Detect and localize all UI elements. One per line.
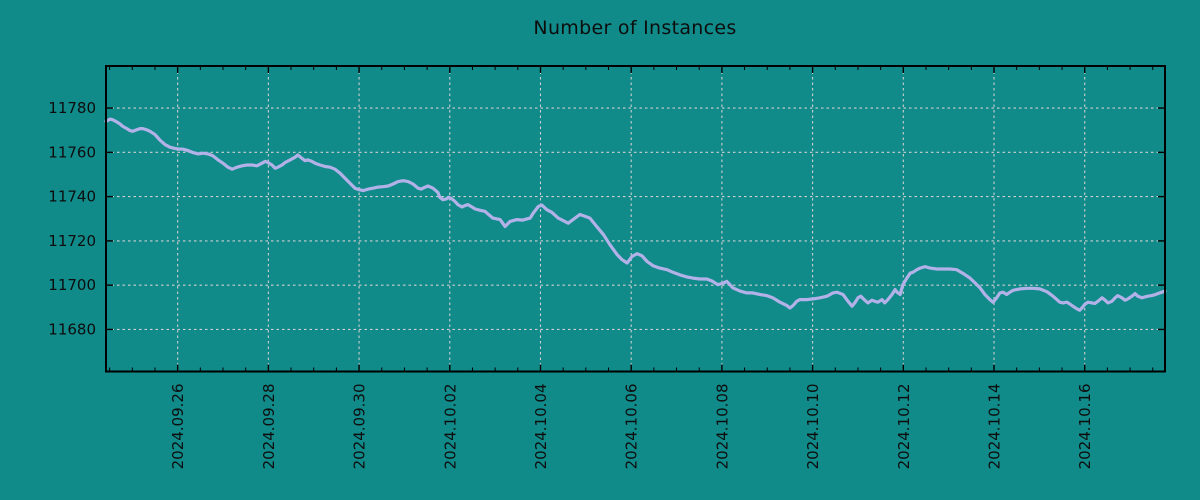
plot-background <box>106 66 1165 372</box>
x-tick-label: 2024.10.04 <box>532 384 550 470</box>
y-tick-label: 11740 <box>48 188 96 206</box>
x-tick-label: 2024.10.10 <box>804 384 822 470</box>
y-tick-label: 11720 <box>48 232 96 250</box>
x-tick-label: 2024.09.26 <box>169 384 187 470</box>
x-tick-label: 2024.10.16 <box>1076 384 1094 470</box>
y-tick-label: 11780 <box>48 99 96 117</box>
y-tick-label: 11680 <box>48 320 96 338</box>
data-line <box>104 117 1167 312</box>
plot-border <box>105 65 1166 373</box>
y-tick-label: 11760 <box>48 143 96 161</box>
x-tick-label: 2024.10.02 <box>441 384 459 470</box>
chart-title: Number of Instances <box>533 17 737 39</box>
x-tick-label: 2024.10.08 <box>713 384 731 470</box>
x-tick-label: 2024.09.28 <box>260 384 278 470</box>
x-tick-label: 2024.10.12 <box>895 384 913 470</box>
x-tick-label: 2024.10.14 <box>986 384 1004 470</box>
x-tick-label: 2024.10.06 <box>623 384 641 470</box>
y-tick-label: 11700 <box>48 276 96 294</box>
x-tick-label: 2024.09.30 <box>351 384 369 470</box>
